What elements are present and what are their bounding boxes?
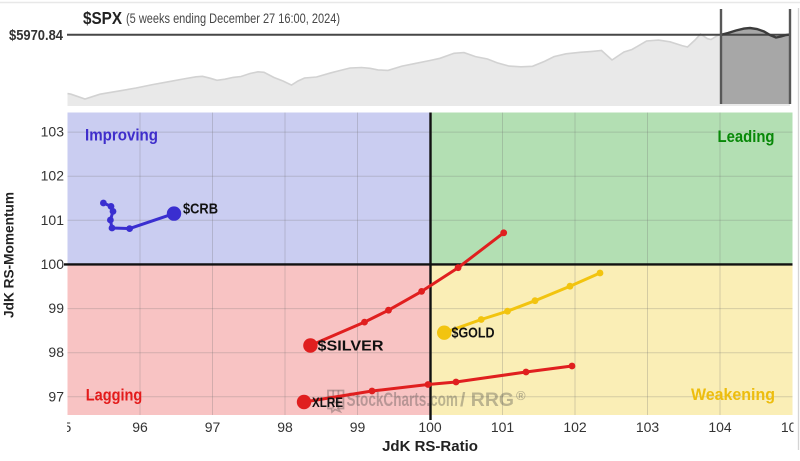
svg-text:/ RRG: / RRG: [460, 390, 514, 411]
svg-text:Improving: Improving: [85, 126, 158, 144]
svg-text:JdK RS-Momentum: JdK RS-Momentum: [2, 192, 17, 318]
svg-text:StockCharts.com: StockCharts.com: [347, 390, 459, 411]
svg-text:97: 97: [205, 419, 221, 435]
svg-text:101: 101: [41, 212, 65, 228]
svg-text:103: 103: [636, 419, 660, 435]
svg-text:$SILVER: $SILVER: [318, 338, 384, 355]
svg-text:JdK RS-Ratio: JdK RS-Ratio: [382, 438, 478, 455]
svg-text:99: 99: [350, 419, 366, 435]
svg-text:Leading: Leading: [718, 128, 775, 146]
svg-text:102: 102: [41, 168, 65, 184]
svg-text:95: 95: [56, 419, 72, 435]
svg-text:100: 100: [418, 419, 442, 435]
svg-text:97: 97: [48, 388, 64, 404]
svg-text:$CRB: $CRB: [183, 201, 218, 218]
svg-text:XLRE: XLRE: [312, 394, 343, 410]
svg-text:Lagging: Lagging: [86, 387, 143, 405]
svg-text:98: 98: [277, 419, 293, 435]
svg-text:105: 105: [781, 419, 800, 435]
svg-text:96: 96: [132, 419, 148, 435]
svg-text:Weakening: Weakening: [691, 386, 775, 404]
svg-text:98: 98: [48, 344, 64, 360]
svg-text:$GOLD: $GOLD: [452, 325, 495, 342]
svg-text:103: 103: [41, 124, 65, 140]
svg-text:$SPX: $SPX: [83, 8, 122, 28]
svg-text:101: 101: [491, 419, 515, 435]
svg-text:100: 100: [41, 256, 65, 272]
svg-text:$5970.84: $5970.84: [9, 27, 64, 44]
svg-text:®: ®: [516, 388, 526, 403]
svg-text:102: 102: [563, 419, 587, 435]
svg-text:(5 weeks ending December 27 16: (5 weeks ending December 27 16:00, 2024): [126, 11, 340, 26]
svg-text:104: 104: [708, 419, 732, 435]
svg-text:99: 99: [48, 300, 64, 316]
